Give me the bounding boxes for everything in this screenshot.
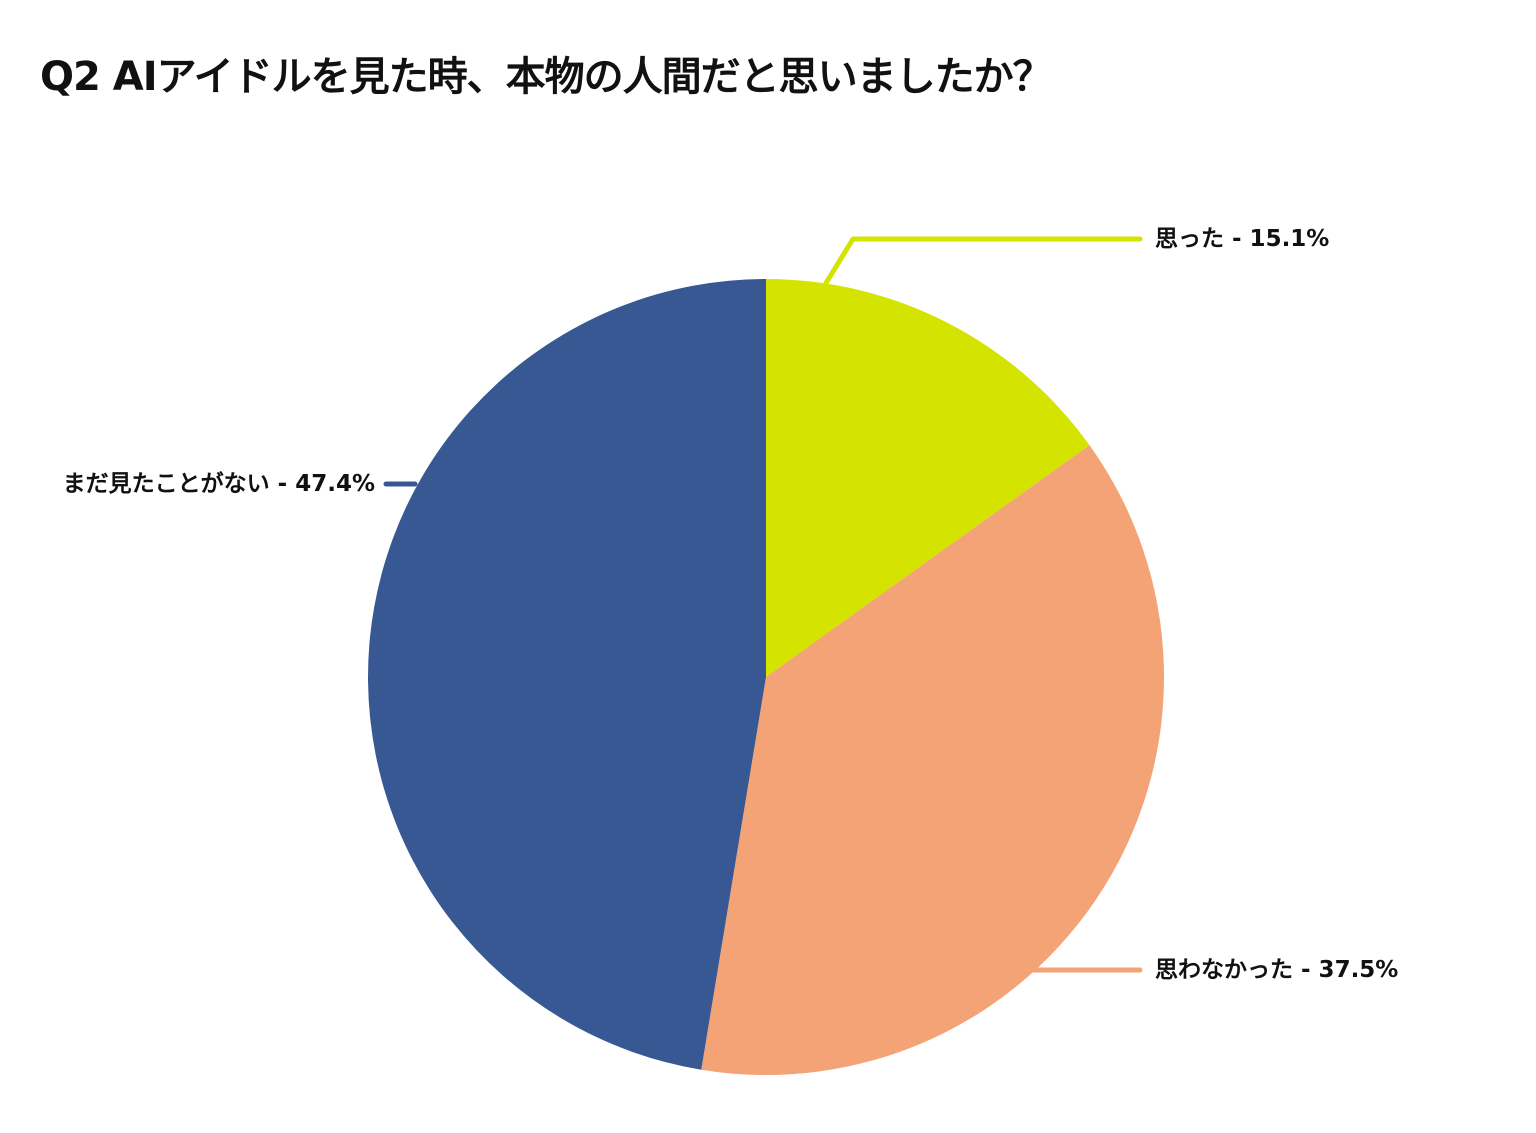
slice-data-label: 思った - 15.1% — [1155, 226, 1329, 252]
pie-slice — [766, 279, 1090, 677]
slice-data-label: 思わなかった - 37.5% — [1155, 957, 1398, 983]
leader-line — [823, 236, 1143, 286]
pie-slice — [367, 279, 766, 1070]
chart-title: Q2 AIアイドルを見た時、本物の人間だと思いましたか？ — [40, 54, 1053, 100]
pie-slice — [701, 445, 1164, 1075]
slice-data-label: まだ見たことがない - 47.4% — [63, 470, 375, 497]
